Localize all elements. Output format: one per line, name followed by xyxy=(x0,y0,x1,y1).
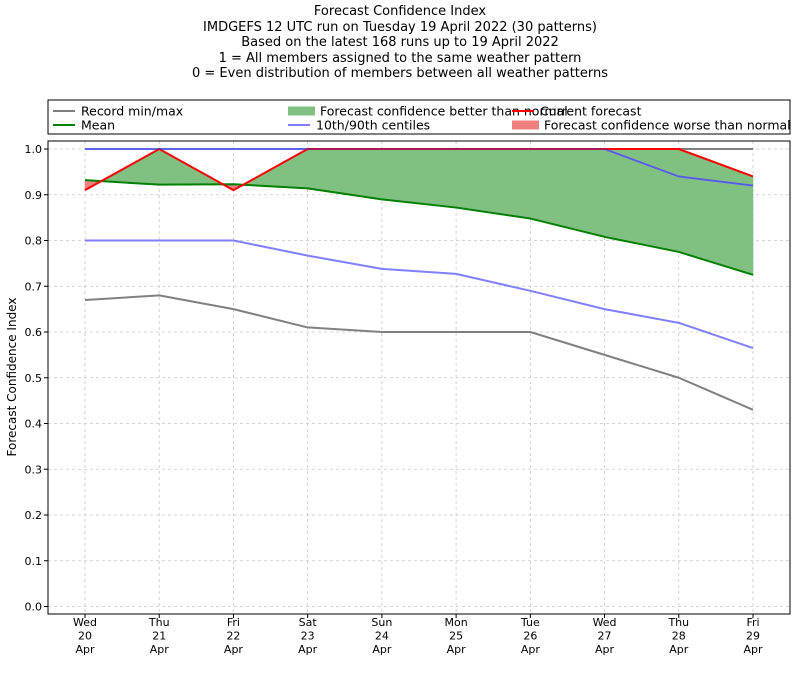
x-tick-label: Apr xyxy=(372,643,392,656)
mean-line xyxy=(84,179,754,276)
p10-centile-line xyxy=(85,239,754,349)
legend-frame xyxy=(47,99,791,135)
x-tick-label: 23 xyxy=(301,630,315,643)
confidence-fill xyxy=(84,148,754,276)
title-line-3: Based on the latest 168 runs up to 19 Ap… xyxy=(241,35,559,50)
x-tick-label: Apr xyxy=(224,643,244,656)
legend-label: 10th/90th centiles xyxy=(316,118,430,133)
y-tick-label: 0.5 xyxy=(25,372,43,385)
title-line-4: 1 = All members assigned to the same wea… xyxy=(218,50,582,66)
x-tick-label: Wed xyxy=(73,616,97,629)
fill-better-than-normal xyxy=(307,148,383,200)
x-tick-label: 20 xyxy=(78,630,92,643)
legend-label: Forecast confidence worse than normal xyxy=(544,118,791,133)
x-tick-label: 24 xyxy=(375,630,389,643)
title-line-1: Forecast Confidence Index xyxy=(313,4,487,19)
y-tick-label: 1.0 xyxy=(25,143,43,156)
y-tick-label: 0.9 xyxy=(25,189,43,202)
fill-better-than-normal xyxy=(530,148,605,238)
x-tick-label: Tue xyxy=(520,616,540,629)
x-tick-label: 25 xyxy=(449,630,463,643)
x-tick-label: 28 xyxy=(672,630,686,643)
x-tick-label: 26 xyxy=(523,630,537,643)
x-tick-label: Apr xyxy=(669,643,689,656)
x-tick-label: Fri xyxy=(746,616,759,629)
fill-better-than-normal xyxy=(381,148,457,208)
legend-label: Current forecast xyxy=(540,104,642,119)
x-tick-label: Sat xyxy=(299,616,318,629)
y-tick-label: 0.6 xyxy=(25,326,43,339)
x-tick-label: 21 xyxy=(152,630,166,643)
record-min-line xyxy=(84,294,754,411)
x-tick-label: Apr xyxy=(75,643,95,656)
x-tick-label: 29 xyxy=(746,630,760,643)
legend-label: Record min/max xyxy=(81,104,183,119)
x-tick-label: Apr xyxy=(447,643,467,656)
axis-ticks: 0.00.10.20.30.40.50.60.70.80.91.0Wed20Ap… xyxy=(25,143,763,656)
y-axis-label: Forecast Confidence Index xyxy=(5,298,19,457)
y-tick-label: 0.8 xyxy=(25,235,43,248)
x-tick-label: Apr xyxy=(595,643,615,656)
x-tick-label: Apr xyxy=(298,643,318,656)
x-tick-label: 27 xyxy=(598,630,612,643)
y-tick-label: 0.2 xyxy=(25,509,43,522)
x-tick-label: Mon xyxy=(445,616,468,629)
legend-label: Mean xyxy=(81,118,115,133)
chart-title: Forecast Confidence Index IMDGEFS 12 UTC… xyxy=(0,4,800,82)
x-tick-label: 22 xyxy=(226,630,240,643)
y-tick-label: 0.4 xyxy=(25,418,43,431)
x-tick-label: Thu xyxy=(667,616,689,629)
fill-better-than-normal xyxy=(604,148,680,253)
series-lines xyxy=(84,148,754,411)
x-tick-label: Sun xyxy=(371,616,392,629)
x-tick-label: Apr xyxy=(743,643,763,656)
x-tick-label: Thu xyxy=(148,616,170,629)
title-line-2: IMDGEFS 12 UTC run on Tuesday 19 April 2… xyxy=(203,19,597,35)
x-tick-label: Apr xyxy=(521,643,541,656)
x-tick-label: Wed xyxy=(593,616,617,629)
y-tick-label: 0.1 xyxy=(25,555,43,568)
legend-swatch xyxy=(288,106,315,116)
legend-label: Forecast confidence better than normal xyxy=(320,104,568,119)
x-tick-label: Apr xyxy=(150,643,170,656)
legend-swatch xyxy=(512,120,539,130)
y-tick-label: 0.3 xyxy=(25,463,43,476)
title-line-5: 0 = Even distribution of members between… xyxy=(191,66,609,81)
y-tick-label: 0.7 xyxy=(25,280,43,293)
y-tick-label: 0.0 xyxy=(25,601,43,614)
x-tick-label: Fri xyxy=(227,616,240,629)
p90-overlay-line xyxy=(85,148,754,187)
fill-better-than-normal xyxy=(455,148,531,219)
